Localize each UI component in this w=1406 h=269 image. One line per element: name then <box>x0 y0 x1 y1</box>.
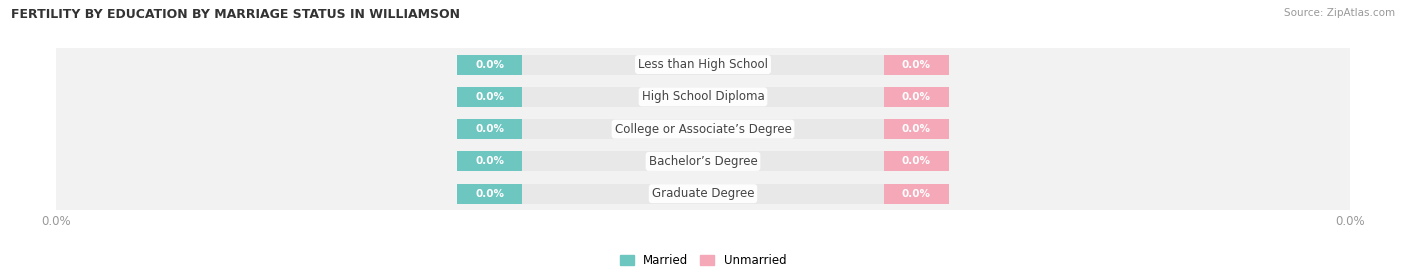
Text: 0.0%: 0.0% <box>901 189 931 199</box>
Bar <box>884 151 949 171</box>
Text: College or Associate’s Degree: College or Associate’s Degree <box>614 123 792 136</box>
Bar <box>457 87 522 107</box>
Text: 0.0%: 0.0% <box>901 59 931 70</box>
Bar <box>457 151 522 171</box>
Text: 0.0%: 0.0% <box>475 156 505 167</box>
Bar <box>56 113 1350 145</box>
Bar <box>457 151 949 171</box>
Bar <box>457 55 949 75</box>
Text: 0.0%: 0.0% <box>475 92 505 102</box>
Bar <box>56 145 1350 178</box>
Text: FERTILITY BY EDUCATION BY MARRIAGE STATUS IN WILLIAMSON: FERTILITY BY EDUCATION BY MARRIAGE STATU… <box>11 8 460 21</box>
Bar <box>457 119 949 139</box>
Text: 0.0%: 0.0% <box>475 124 505 134</box>
Text: Graduate Degree: Graduate Degree <box>652 187 754 200</box>
Text: Less than High School: Less than High School <box>638 58 768 71</box>
Bar <box>457 55 522 75</box>
Bar <box>56 81 1350 113</box>
Bar <box>56 48 1350 81</box>
Bar <box>884 184 949 204</box>
Text: 0.0%: 0.0% <box>475 59 505 70</box>
Bar <box>457 87 949 107</box>
Text: 0.0%: 0.0% <box>475 189 505 199</box>
Legend: Married, Unmarried: Married, Unmarried <box>614 249 792 269</box>
Text: High School Diploma: High School Diploma <box>641 90 765 103</box>
Bar <box>457 119 522 139</box>
Bar <box>457 184 522 204</box>
Bar <box>56 178 1350 210</box>
Bar <box>884 119 949 139</box>
Text: Source: ZipAtlas.com: Source: ZipAtlas.com <box>1284 8 1395 18</box>
Bar <box>884 87 949 107</box>
Text: 0.0%: 0.0% <box>901 156 931 167</box>
Text: 0.0%: 0.0% <box>901 124 931 134</box>
Text: Bachelor’s Degree: Bachelor’s Degree <box>648 155 758 168</box>
Bar <box>884 55 949 75</box>
Text: 0.0%: 0.0% <box>901 92 931 102</box>
Bar <box>457 184 949 204</box>
